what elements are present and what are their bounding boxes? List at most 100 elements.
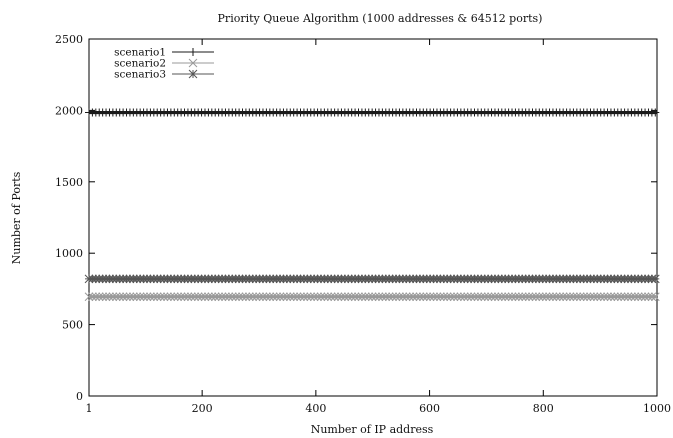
data-point <box>152 292 162 302</box>
data-point <box>599 292 609 302</box>
data-point <box>200 292 210 302</box>
data-point <box>197 292 206 302</box>
data-point <box>422 292 432 302</box>
data-point <box>268 292 278 302</box>
data-point <box>473 292 483 302</box>
data-point <box>282 292 292 302</box>
data-point <box>289 292 299 302</box>
data-point <box>88 292 97 302</box>
data-point <box>456 292 466 302</box>
data-point <box>606 292 616 302</box>
data-point <box>166 292 176 302</box>
data-point <box>183 292 193 302</box>
data-point <box>651 108 660 117</box>
data-point <box>476 292 486 302</box>
data-point <box>364 292 374 302</box>
data-point <box>173 292 183 302</box>
data-point <box>545 292 554 302</box>
data-point <box>647 292 657 302</box>
data-point <box>340 292 350 302</box>
data-point <box>466 292 476 302</box>
data-point <box>459 292 469 302</box>
data-point <box>541 292 551 302</box>
data-point <box>558 292 568 302</box>
data-point <box>572 292 582 302</box>
data-point <box>309 292 319 302</box>
data-point <box>586 292 595 302</box>
data-point <box>132 292 142 302</box>
data-point <box>552 292 561 302</box>
data-point <box>135 292 145 302</box>
data-point <box>487 292 496 302</box>
data-point <box>91 292 101 302</box>
series-scenario2 <box>84 292 660 302</box>
data-point <box>313 292 322 302</box>
data-point <box>514 292 524 302</box>
y-tick-label: 2500 <box>55 33 83 46</box>
data-point <box>521 292 531 302</box>
data-point <box>524 292 534 302</box>
data-point <box>439 292 449 302</box>
data-point <box>633 292 643 302</box>
data-point <box>507 292 517 302</box>
data-point <box>613 292 623 302</box>
data-point <box>623 292 633 302</box>
data-point <box>463 292 473 302</box>
data-point <box>221 292 230 302</box>
data-point <box>627 292 636 302</box>
data-point <box>214 292 223 302</box>
data-point <box>176 292 186 302</box>
y-tick-label: 500 <box>62 319 83 332</box>
data-point <box>378 292 387 302</box>
data-point <box>381 292 391 302</box>
data-point <box>122 292 131 302</box>
data-point <box>302 292 312 302</box>
data-point <box>418 292 428 302</box>
data-point <box>262 292 271 302</box>
data-point <box>504 292 513 302</box>
data-point <box>610 292 619 302</box>
data-point <box>579 292 589 302</box>
data-point <box>98 292 107 302</box>
data-point <box>320 292 329 302</box>
data-point <box>442 292 452 302</box>
y-tick-label: 0 <box>76 390 83 403</box>
data-point <box>500 292 510 302</box>
data-point <box>446 292 455 302</box>
data-point <box>453 292 462 302</box>
data-point <box>292 292 302 302</box>
data-point <box>405 292 415 302</box>
data-point <box>603 292 612 302</box>
data-point <box>415 292 425 302</box>
data-point <box>190 292 200 302</box>
data-point <box>644 292 653 302</box>
data-point <box>159 292 169 302</box>
x-tick-label: 600 <box>419 402 440 415</box>
data-point <box>207 292 217 302</box>
legend-label-scenario2: scenario2 <box>114 58 166 70</box>
data-point <box>374 292 384 302</box>
data-point <box>299 292 309 302</box>
x-tick-label: 200 <box>192 402 213 415</box>
data-point <box>347 292 357 302</box>
data-point <box>494 292 503 302</box>
y-axis-title: Number of Ports <box>10 171 23 264</box>
data-point <box>193 292 203 302</box>
data-point <box>149 292 159 302</box>
data-point <box>371 292 380 302</box>
data-point <box>217 292 227 302</box>
data-point <box>115 292 125 302</box>
legend-marker-scenario3 <box>188 69 198 79</box>
data-point <box>569 292 578 302</box>
series-scenario1 <box>85 108 660 117</box>
data-point <box>111 292 121 302</box>
data-point <box>517 292 527 302</box>
data-point <box>367 292 377 302</box>
data-point <box>326 292 336 302</box>
legend-label-scenario1: scenario1 <box>114 47 166 59</box>
data-point <box>630 292 640 302</box>
data-point <box>596 292 606 302</box>
data-point <box>429 292 438 302</box>
x-tick-label: 1000 <box>643 402 671 415</box>
